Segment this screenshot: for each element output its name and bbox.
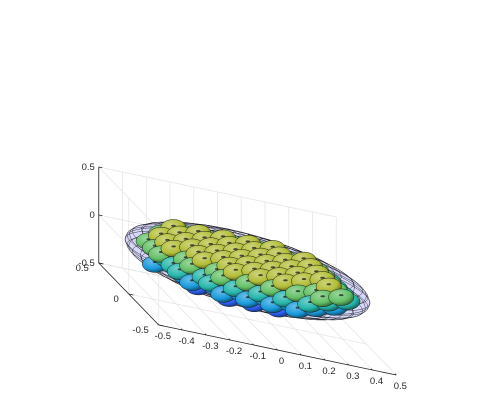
sphere-pole-mark <box>270 245 275 248</box>
x-tick-mark <box>157 323 160 326</box>
sphere-pole-mark <box>220 235 226 238</box>
x-tick-label: 0 <box>279 356 284 367</box>
sphere-pole-mark <box>289 265 294 268</box>
sphere-pole-mark <box>245 261 251 264</box>
y-tick-label: -0.5 <box>132 325 148 336</box>
sphere-pole-mark <box>295 271 301 274</box>
x-tick-label: 0.3 <box>346 371 359 382</box>
sphere-pole-mark <box>227 241 232 244</box>
x-tick-mark <box>228 338 231 341</box>
z-tick-mark <box>98 262 103 265</box>
sphere-pole-mark <box>196 250 201 253</box>
x-tick-label: 0.5 <box>394 381 407 392</box>
x-tick-mark <box>252 343 255 346</box>
axes <box>98 166 397 376</box>
x-tick-label: 0.2 <box>322 366 335 377</box>
x-tick-label: -0.1 <box>250 351 266 362</box>
grid-line <box>128 293 367 345</box>
sphere-pole-mark <box>171 224 176 227</box>
x-tick-label: -0.3 <box>202 341 218 352</box>
x-tick-mark <box>347 363 350 366</box>
sphere-pole-mark <box>158 232 164 235</box>
sphere-pole-mark <box>283 279 288 282</box>
sphere-pole-mark <box>282 258 288 261</box>
sphere-pole-mark <box>264 259 269 262</box>
sphere-pole-mark <box>202 236 207 239</box>
x-tick-label: -0.4 <box>178 336 194 347</box>
sphere-pole-mark <box>208 242 213 245</box>
sphere-pole-mark <box>177 231 182 234</box>
y-tick-label: 0.5 <box>76 263 89 274</box>
grid-line <box>98 166 337 218</box>
sphere-pole-mark <box>276 252 282 255</box>
sphere-pole-mark <box>326 283 332 286</box>
z-tick-label: -0.5 <box>78 258 94 269</box>
sphere-pole-mark <box>165 238 170 241</box>
z-tick-mark <box>98 214 103 217</box>
x-tick-mark <box>299 353 302 356</box>
y-tick-mark <box>128 293 134 296</box>
x-tick-mark <box>181 328 183 331</box>
x-tick-mark <box>394 373 397 376</box>
sphere-pole-mark <box>301 257 307 260</box>
x-tick-mark <box>323 358 326 361</box>
sphere-pole-mark <box>295 290 301 293</box>
grid-line <box>98 166 160 230</box>
sphere-pole-mark <box>239 254 245 257</box>
y-tick-mark <box>158 324 164 327</box>
packed-spheres <box>135 219 361 319</box>
sphere-pole-mark <box>258 253 263 256</box>
sphere-pole-mark <box>233 248 238 251</box>
sphere-pole-mark <box>338 294 344 297</box>
x-tick-mark <box>276 348 278 351</box>
sphere-pole-mark <box>276 272 282 275</box>
sphere-pole-mark <box>251 246 257 249</box>
x-tick-label: -0.2 <box>226 346 242 357</box>
sphere-pole-mark <box>258 274 263 277</box>
sphere-pole-mark <box>171 245 176 248</box>
sphere-pole-mark <box>214 249 220 252</box>
sphere-pole-mark <box>189 244 195 247</box>
z-tick-label: 0 <box>90 210 95 221</box>
sphere-pole-mark <box>270 266 276 269</box>
sphere-pole-mark <box>320 295 326 298</box>
sphere-pole-mark <box>202 257 207 260</box>
tick-labels: -0.5 -0.4 -0.3 -0.2 -0.1 0 0.1 0.2 0.3 0.4 0.5-0.5… <box>76 162 407 392</box>
sphere-pole-mark <box>183 237 189 240</box>
sphere-pole-mark <box>320 276 325 279</box>
sphere-pole-mark <box>221 255 226 258</box>
z-tick-mark <box>98 166 103 169</box>
x-tick-label: -0.5 <box>155 331 171 342</box>
z-tick-label: 0.5 <box>82 162 95 173</box>
x-tick-mark <box>371 368 373 371</box>
sphere-pole-mark <box>301 278 307 280</box>
sphere-pole-mark <box>252 267 257 270</box>
y-tick-label: 0 <box>114 294 119 305</box>
sphere-pole-mark <box>195 230 201 232</box>
sphere-pole-mark <box>307 263 313 266</box>
x-tick-label: 0.4 <box>370 376 383 387</box>
sphere-particle <box>328 288 355 306</box>
sphere-pole-mark <box>245 240 251 243</box>
sphere-pole-mark <box>227 262 232 265</box>
x-tick-mark <box>204 333 207 336</box>
sphere-pole-mark <box>314 270 319 273</box>
sphere-pole-mark <box>233 268 239 271</box>
x-tick-label: 0.1 <box>299 361 312 372</box>
